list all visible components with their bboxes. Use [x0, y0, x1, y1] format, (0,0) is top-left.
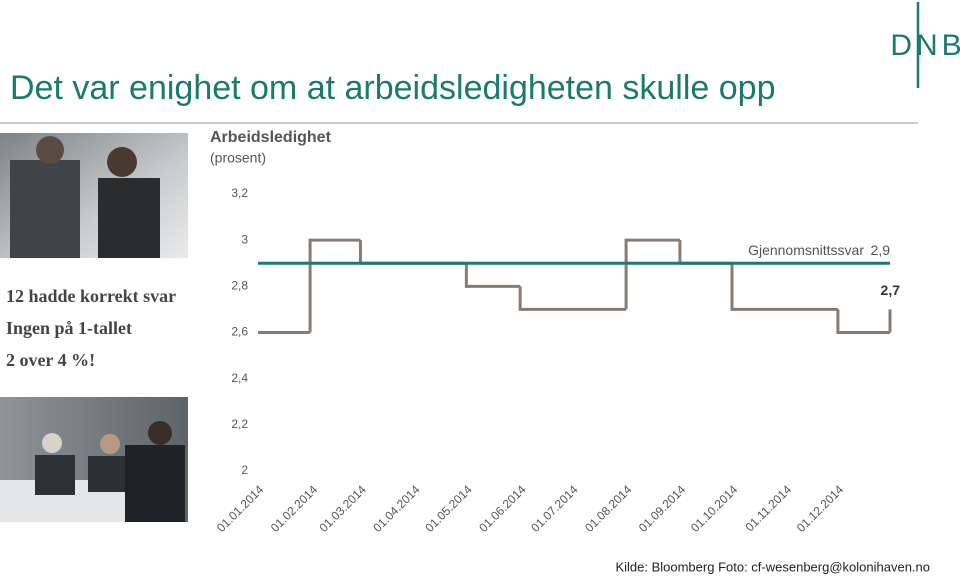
bullet: Ingen på 1-tallet	[6, 318, 132, 338]
bullet: 2 over 4 %!	[6, 350, 95, 370]
photo-figure	[125, 445, 185, 522]
x-tick-label: 01.11.2014	[742, 482, 794, 534]
x-tick-label: 01.03.2014	[316, 482, 369, 535]
photo-figure	[98, 178, 160, 258]
bullet: 12 hadde korrekt svar	[6, 286, 176, 306]
step-segment	[518, 286, 627, 311]
slide-title: Det var enighet om at arbeidsledigheten …	[10, 69, 775, 107]
y-tick-label: 2,2	[231, 417, 248, 431]
logo: DNB	[890, 2, 960, 88]
step-segment	[624, 238, 680, 310]
x-tick-label: 01.05.2014	[422, 482, 475, 535]
photo-figure	[88, 456, 130, 492]
chart-title: Arbeidsledighet	[210, 129, 332, 146]
step-segment	[464, 263, 521, 288]
data-label: 2,7	[881, 282, 901, 298]
photo-figure	[42, 433, 62, 453]
logo-text: DNB	[890, 29, 960, 62]
y-tick-label: 2,6	[231, 325, 248, 339]
photo-figure	[36, 136, 64, 164]
photo-figure	[35, 455, 75, 495]
y-tick-label: 3	[241, 232, 248, 246]
photo-figure	[107, 147, 137, 177]
photo-bottom	[0, 397, 188, 522]
step-segment	[308, 238, 361, 333]
x-tick-label: 01.02.2014	[268, 482, 321, 535]
y-tick-label: 2,4	[231, 371, 248, 385]
x-tick-label: 01.04.2014	[370, 482, 423, 535]
photo-figure	[148, 421, 172, 445]
chart-subtitle: (prosent)	[210, 150, 266, 166]
step-segment	[678, 240, 732, 265]
step-segment	[730, 263, 838, 311]
step-segment	[836, 309, 890, 334]
photo-figure	[100, 434, 120, 454]
x-tick-label: 01.06.2014	[476, 482, 529, 535]
average-value-label: 2,9	[871, 242, 891, 258]
plot: 22,22,42,62,833,201.01.2014 01.02.201401.…	[214, 186, 900, 535]
x-tick-label: 01.09.2014	[636, 482, 689, 535]
x-tick-label: 01.08.2014	[582, 482, 635, 535]
x-tick-label: 01.10.2014	[688, 482, 741, 535]
photo-top	[0, 133, 188, 258]
x-tick-label: 01.01.2014	[214, 482, 267, 535]
x-tick-label: 01.07.2014	[528, 482, 581, 535]
source: Kilde: Bloomberg Foto: cf-wesenberg@kolo…	[615, 559, 930, 574]
y-tick-label: 2,8	[231, 279, 248, 293]
step-segment	[358, 240, 467, 265]
x-tick-label: 01.12.2014	[794, 482, 847, 535]
photo-figure	[10, 160, 80, 258]
average-name: Gjennomsnittssvar	[748, 242, 864, 258]
y-tick-label: 3,2	[231, 186, 248, 200]
bullets: 12 hadde korrekt svar Ingen på 1-tallet …	[6, 286, 176, 370]
y-tick-label: 2	[241, 463, 248, 477]
